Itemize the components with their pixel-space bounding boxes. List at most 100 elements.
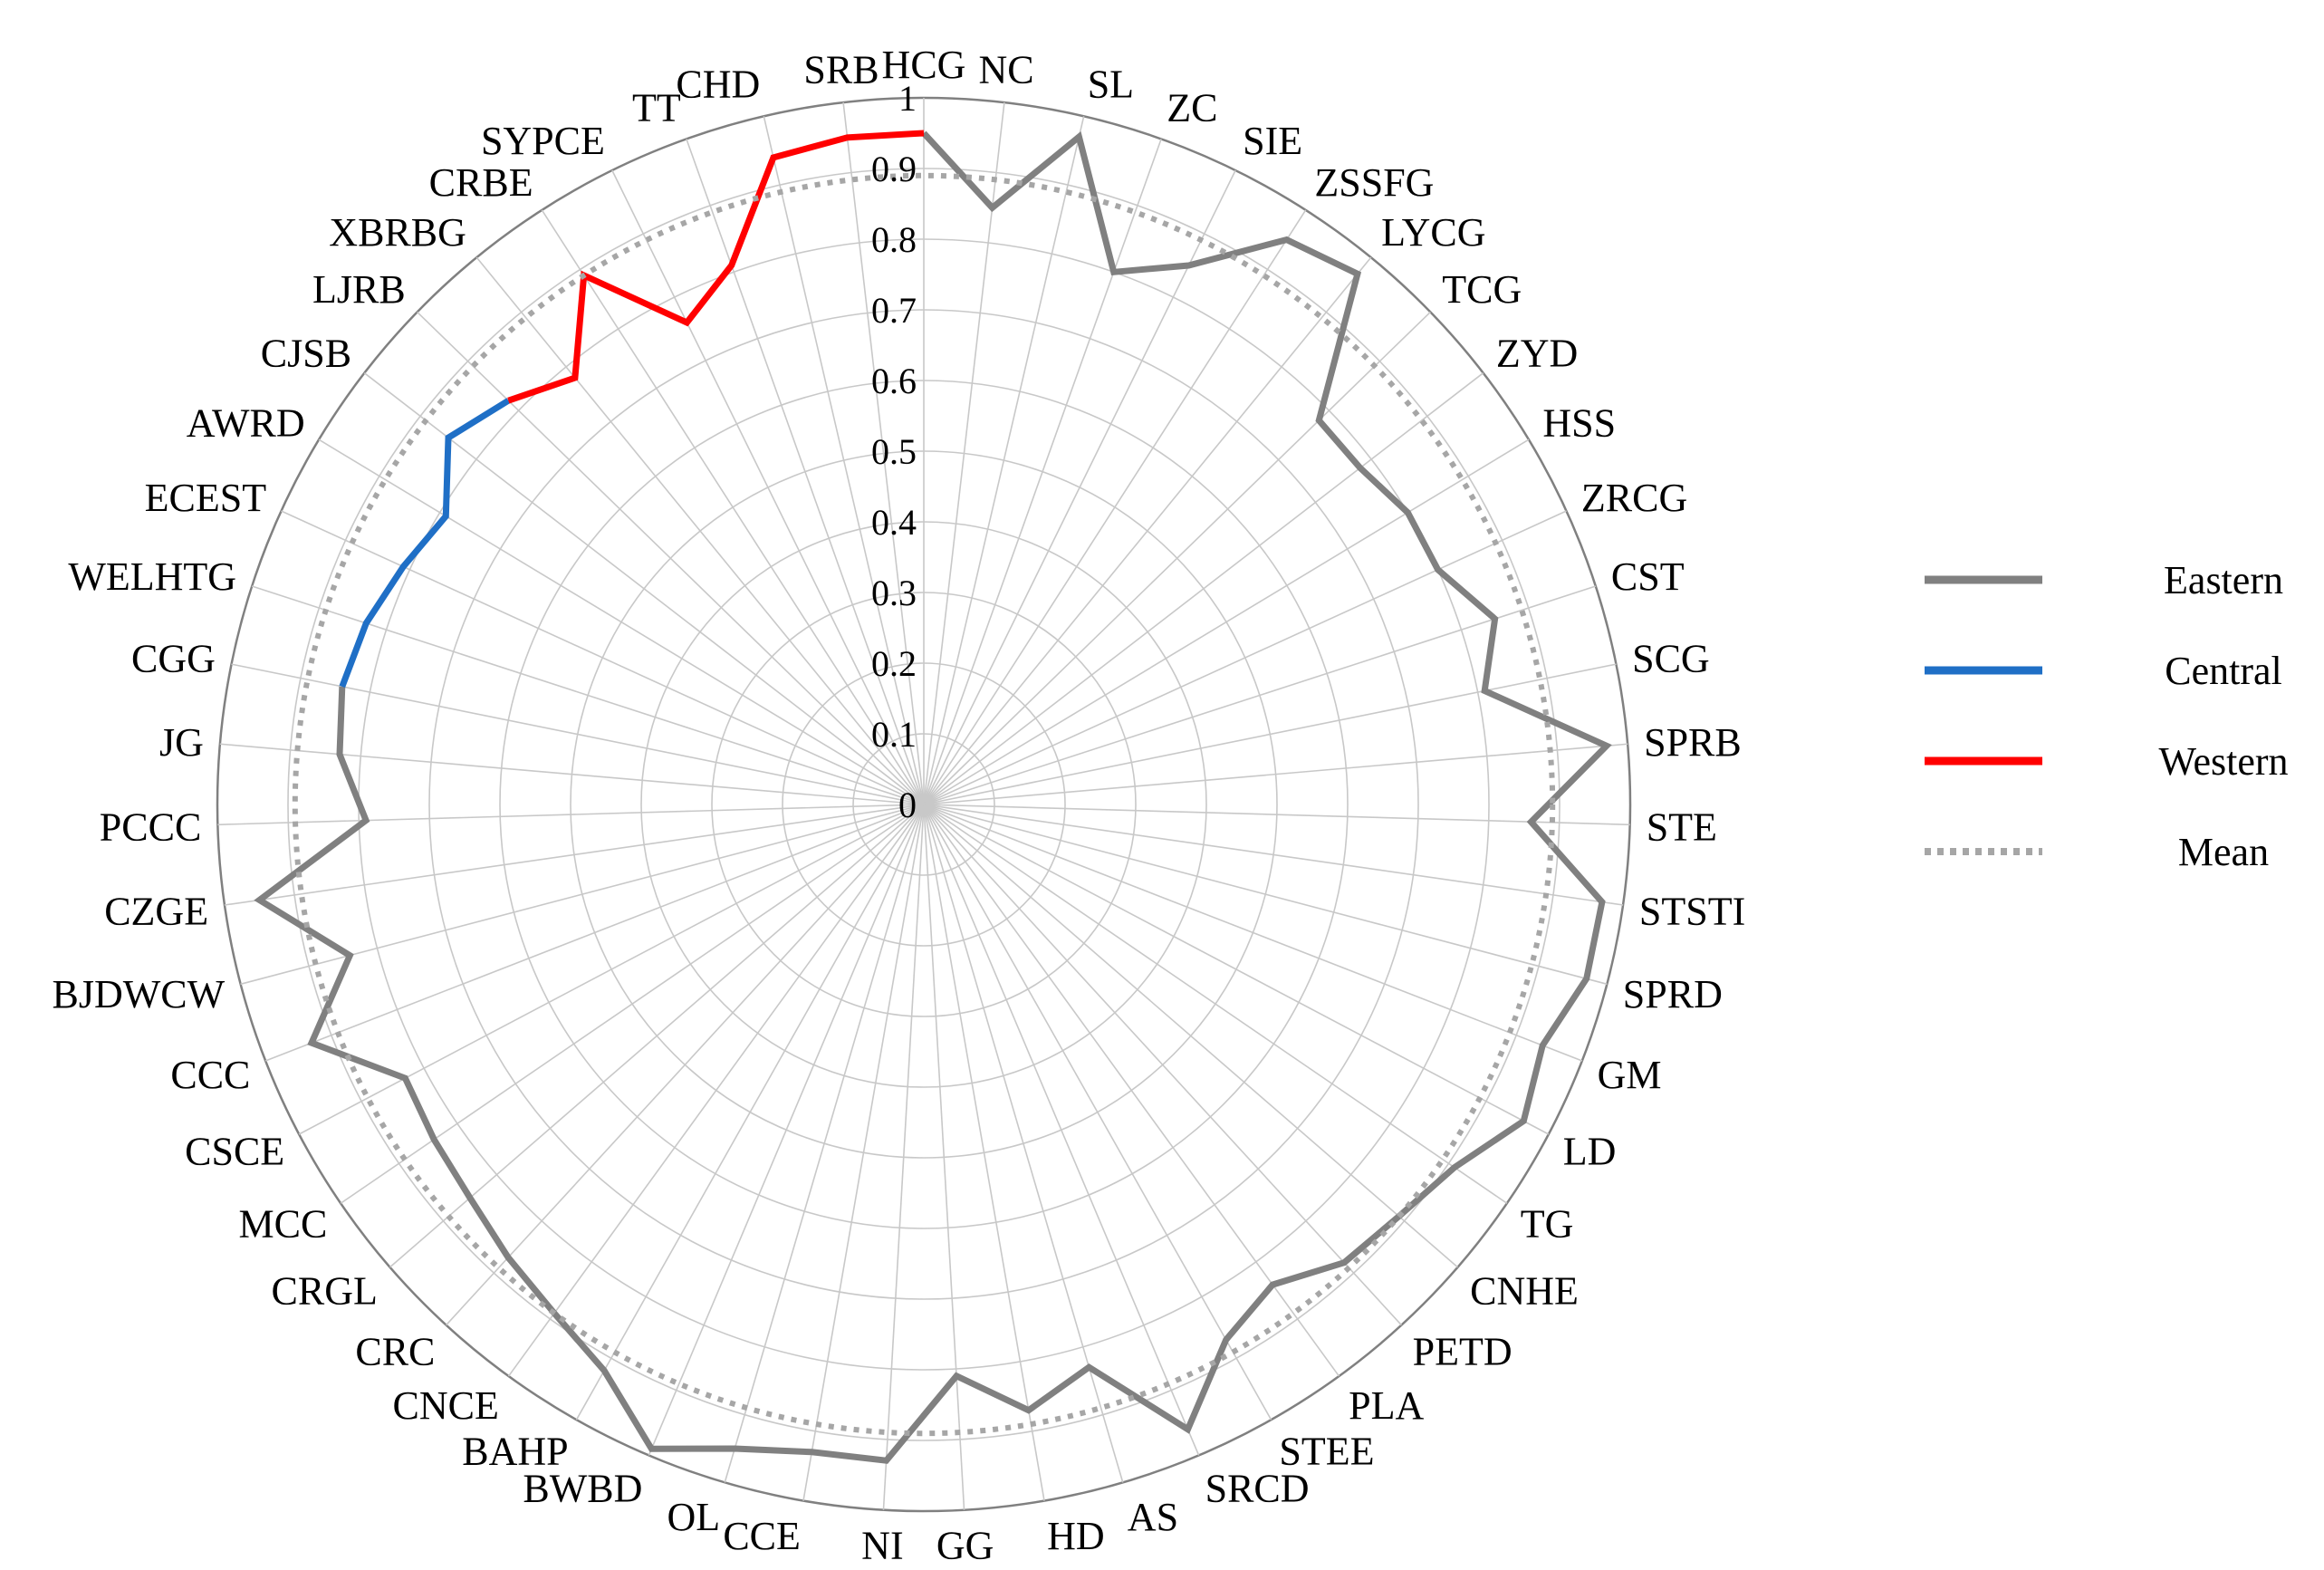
radial-ticks: 0 0.1 0.2 0.3 0.4 0.5 0.6 0.7 0.8 0.9 1	[871, 78, 917, 825]
category-label-gg: GG	[936, 1524, 994, 1568]
category-label-crbe: CRBE	[429, 160, 533, 205]
grid-spoke	[541, 209, 925, 805]
series-line-central	[339, 398, 511, 689]
series-line-eastern	[254, 130, 1612, 1464]
series-layer	[254, 130, 1612, 1464]
grid-spoke	[251, 585, 925, 805]
grid-spoke	[923, 743, 1628, 805]
category-label-ld: LD	[1563, 1130, 1617, 1174]
grid-spoke	[219, 743, 925, 805]
grid-spoke	[923, 663, 1617, 805]
legend-label-central: Central	[2165, 649, 2282, 693]
grid-spoke	[240, 804, 925, 986]
radial-tick-label: 0.1	[871, 714, 917, 755]
grid-spoke	[923, 438, 1530, 805]
legend-label-mean: Mean	[2178, 830, 2269, 874]
category-label-tt: TT	[632, 86, 681, 130]
grid-spoke	[923, 804, 1200, 1456]
radial-tick-label: 1	[898, 78, 917, 119]
grid-spoke	[923, 169, 1236, 805]
category-label-bwbd: BWBD	[523, 1467, 642, 1511]
category-label-cnce: CNCE	[393, 1383, 499, 1428]
grid-spoke	[842, 101, 925, 805]
category-label-czge: CZGE	[104, 889, 208, 933]
category-label-srb: SRB	[803, 47, 879, 92]
category-label-sl: SL	[1088, 62, 1134, 106]
grid-spoke	[923, 804, 1508, 1204]
grid-spoke	[882, 804, 925, 1510]
category-label-gm: GM	[1598, 1053, 1662, 1097]
category-label-cnhe: CNHE	[1470, 1269, 1579, 1314]
category-label-hcg: HCG	[882, 43, 966, 87]
series-line-mean	[292, 172, 1556, 1437]
radial-tick-label: 0.2	[871, 643, 917, 684]
category-label-crc: CRC	[355, 1330, 435, 1374]
grid-spoke	[686, 139, 925, 805]
radial-tick-label: 0.9	[871, 149, 917, 189]
category-label-ste: STE	[1647, 804, 1717, 849]
grid-spoke	[923, 101, 1005, 805]
radial-tick-label: 0.6	[871, 361, 917, 401]
grid-spoke	[389, 804, 925, 1268]
grid-spoke	[281, 510, 925, 805]
grid-spoke	[475, 256, 925, 805]
radial-tick-label: 0.3	[871, 573, 917, 613]
category-label-hd: HD	[1047, 1514, 1105, 1558]
legend-label-western: Western	[2158, 739, 2288, 784]
grid-spoke	[923, 804, 1630, 826]
category-label-chd: CHD	[676, 62, 760, 106]
grid-spoke	[611, 169, 925, 805]
grid-spoke	[417, 311, 925, 805]
category-label-zc: ZC	[1167, 86, 1217, 130]
grid-spoke	[318, 438, 925, 805]
grid-spoke	[923, 311, 1431, 805]
category-label-cst: CST	[1611, 554, 1685, 599]
grid-spoke	[445, 804, 925, 1326]
category-label-stee: STEE	[1279, 1429, 1374, 1473]
category-label-nc: NC	[978, 47, 1033, 92]
category-label-xbrbg: XBRBG	[329, 210, 466, 255]
series-line-western	[507, 130, 925, 404]
legend-label-eastern: Eastern	[2164, 558, 2283, 602]
category-label-ccc: CCC	[170, 1053, 250, 1097]
category-labels: HCG NC SL ZC SIE ZSSFG LYCG TCG ZYD HSS ZRCG CST SCG…	[53, 43, 1746, 1568]
category-label-sypce: SYPCE	[481, 119, 605, 163]
category-label-pla: PLA	[1349, 1383, 1424, 1428]
grid-spoke	[575, 804, 925, 1421]
category-label-scg: SCG	[1632, 637, 1710, 681]
category-label-tcg: TCG	[1442, 267, 1522, 312]
radial-tick-label: 0.5	[871, 431, 917, 472]
grid-spoke	[923, 804, 1340, 1377]
radial-tick-label: 0.7	[871, 290, 917, 331]
radial-tick-label: 0	[898, 785, 917, 825]
grid-spoke	[923, 139, 1162, 805]
grid-spoke	[923, 209, 1307, 805]
category-label-tg: TG	[1521, 1202, 1574, 1247]
grid-spoke	[923, 804, 1583, 1062]
grid-spoke	[724, 804, 925, 1483]
category-label-ol: OL	[667, 1495, 721, 1539]
grid-spoke	[507, 804, 925, 1377]
grid-spoke	[923, 510, 1567, 805]
category-label-csce: CSCE	[185, 1130, 284, 1174]
grid-spoke	[923, 256, 1372, 805]
grid-spoke	[363, 372, 925, 805]
category-label-zrcg: ZRCG	[1581, 476, 1687, 520]
category-label-zyd: ZYD	[1496, 332, 1578, 376]
category-label-welhtg: WELHTG	[68, 554, 236, 599]
category-label-bjdwcw: BJDWCW	[53, 972, 226, 1016]
category-label-bahp: BAHP	[462, 1429, 568, 1473]
radial-tick-label: 0.8	[871, 219, 917, 260]
grid-spoke	[923, 372, 1484, 805]
grid-spoke	[923, 585, 1597, 805]
category-label-cce: CCE	[723, 1514, 801, 1558]
category-label-cgg: CGG	[131, 637, 216, 681]
grid-spoke	[231, 663, 925, 805]
category-label-lycg: LYCG	[1381, 210, 1485, 255]
category-label-as: AS	[1128, 1495, 1178, 1539]
category-label-sprb: SPRB	[1644, 720, 1742, 765]
category-label-cjsb: CJSB	[261, 332, 351, 376]
grid-spoke	[923, 116, 1085, 805]
category-label-ni: NI	[861, 1524, 903, 1568]
